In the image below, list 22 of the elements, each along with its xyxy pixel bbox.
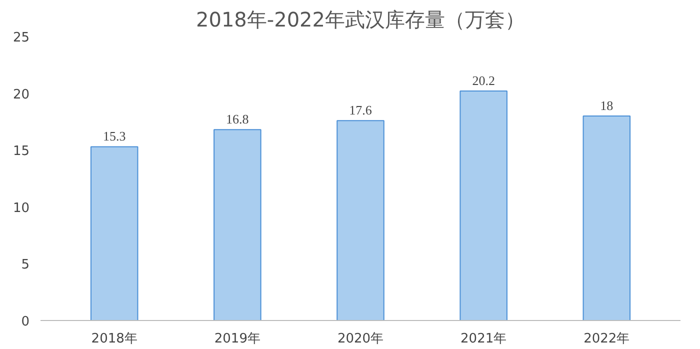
- y-tick-label: 5: [21, 258, 30, 273]
- y-tick-label: 20: [12, 87, 30, 102]
- y-tick-label: 0: [21, 314, 30, 330]
- x-tick-label: 2022年: [584, 332, 630, 346]
- x-tick-label: 2021年: [460, 332, 507, 346]
- chart-title: 2018年-2022年武汉库存量（万套）: [196, 8, 526, 32]
- y-tick-label: 10: [12, 200, 30, 216]
- y-tick-label: 25: [12, 30, 30, 46]
- data-label: 20.2: [472, 73, 495, 88]
- bar: [336, 120, 384, 320]
- bar: [582, 116, 631, 320]
- data-label: 15.3: [102, 128, 126, 144]
- x-tick-label: 2019年: [214, 332, 260, 346]
- x-tick-label: 2018年: [91, 332, 138, 346]
- data-label: 16.8: [226, 112, 249, 127]
- bar: [90, 146, 138, 320]
- bar: [214, 129, 262, 320]
- x-tick-label: 2020年: [337, 332, 384, 346]
- bar: [460, 90, 508, 320]
- data-label: 18: [600, 98, 614, 114]
- y-tick-label: 15: [12, 144, 30, 160]
- data-label: 17.6: [349, 102, 372, 118]
